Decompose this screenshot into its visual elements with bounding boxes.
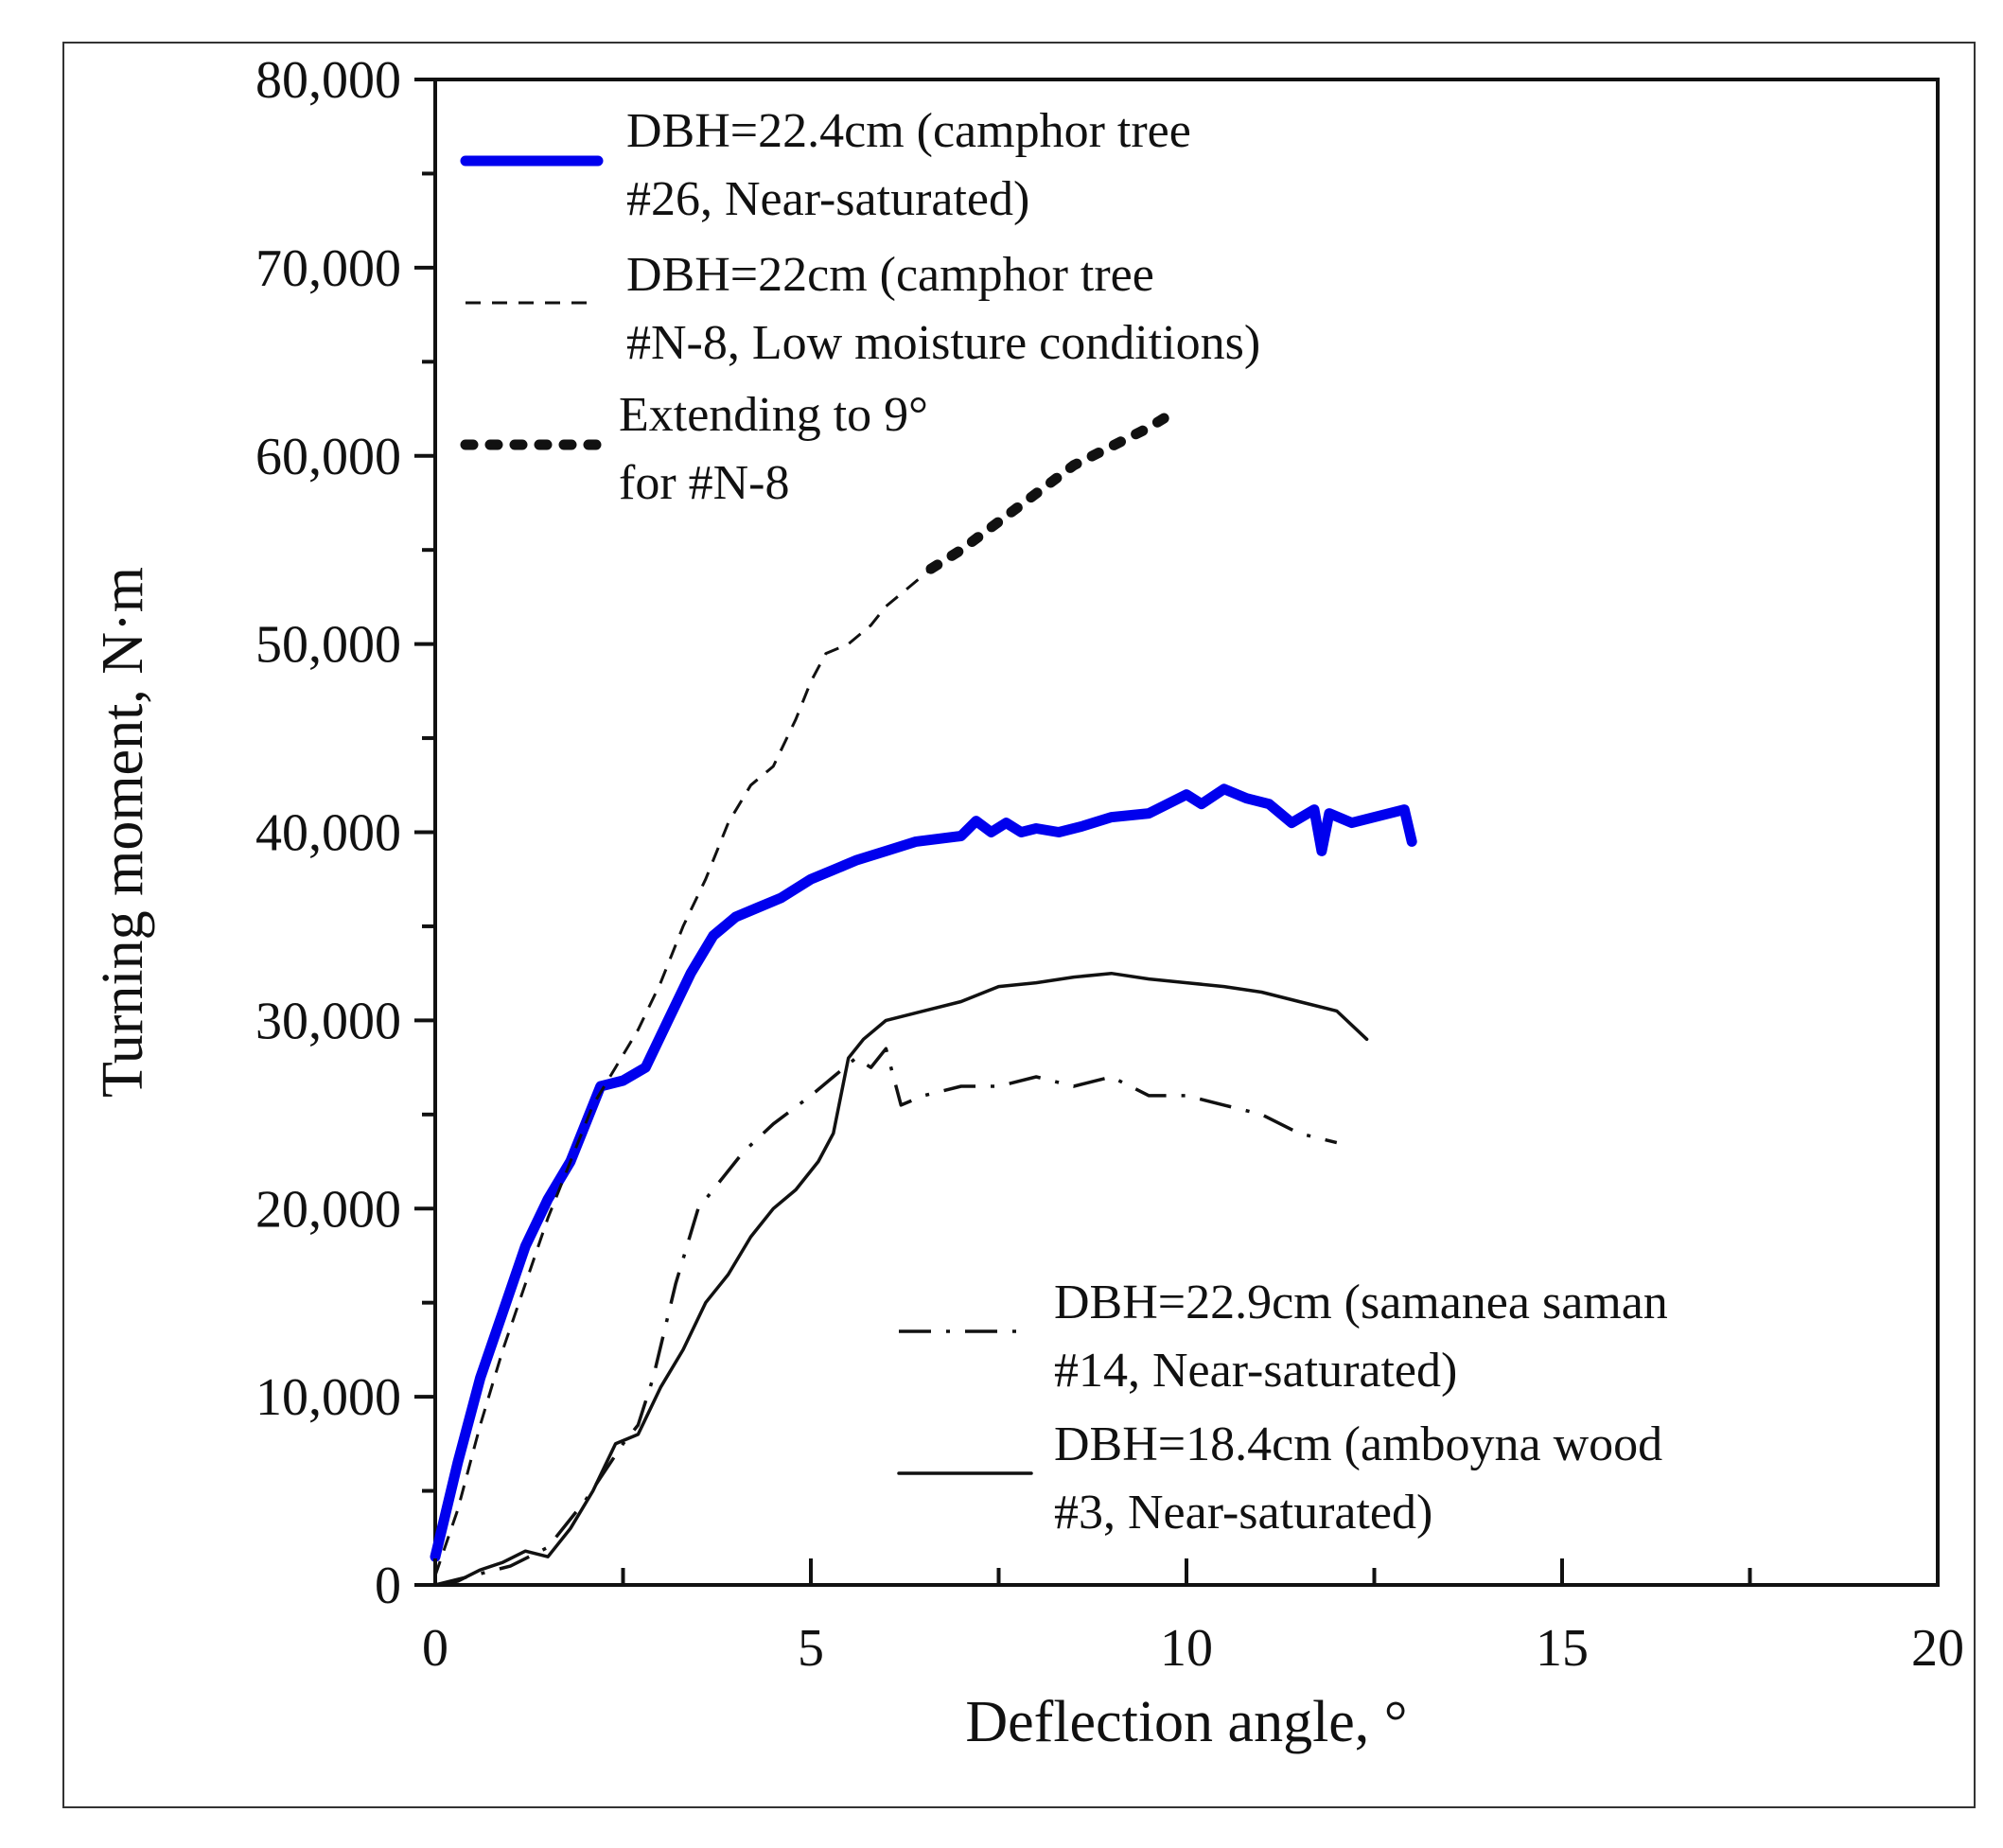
y-tick-label: 40,000 — [255, 804, 401, 863]
series-line-1 — [433, 567, 932, 1576]
x-tick-label: 20 — [1911, 1619, 1964, 1678]
y-tick-label: 60,000 — [255, 428, 401, 486]
series-line-4 — [433, 971, 1369, 1587]
legend-label: Extending to 9° — [619, 388, 928, 442]
y-tick-label: 20,000 — [255, 1180, 401, 1239]
legend-label: DBH=22.9cm (samanea saman — [1054, 1276, 1668, 1329]
series-line-3 — [434, 1047, 1338, 1587]
y-tick-label: 80,000 — [255, 51, 401, 110]
x-tick-label: 5 — [798, 1619, 824, 1678]
legend-label: #14, Near-saturated) — [1054, 1344, 1457, 1398]
legend-label: DBH=22cm (camphor tree — [626, 248, 1154, 302]
y-axis-title: Turning moment, N·m — [91, 567, 155, 1098]
figure-frame — [62, 42, 1976, 1808]
x-tick-label: 0 — [422, 1619, 448, 1678]
y-tick-label: 70,000 — [255, 239, 401, 298]
y-tick-label: 30,000 — [255, 992, 401, 1050]
legend-label: #26, Near-saturated) — [626, 172, 1029, 226]
y-tick-label: 50,000 — [255, 616, 401, 675]
legend-label: #3, Near-saturated) — [1054, 1486, 1432, 1540]
legend-label: for #N-8 — [619, 456, 790, 510]
legend-label: #N-8, Low moisture conditions) — [626, 316, 1260, 370]
series-line-2 — [925, 413, 1169, 574]
x-tick-label: 15 — [1536, 1619, 1589, 1678]
y-tick-label: 10,000 — [255, 1368, 401, 1427]
legend-label: DBH=18.4cm (amboyna wood — [1054, 1417, 1662, 1471]
x-tick-label: 10 — [1160, 1619, 1213, 1678]
y-tick-label: 0 — [375, 1557, 401, 1615]
legend-label: DBH=22.4cm (camphor tree — [626, 104, 1191, 158]
x-axis-title: Deflection angle, ° — [965, 1690, 1407, 1754]
